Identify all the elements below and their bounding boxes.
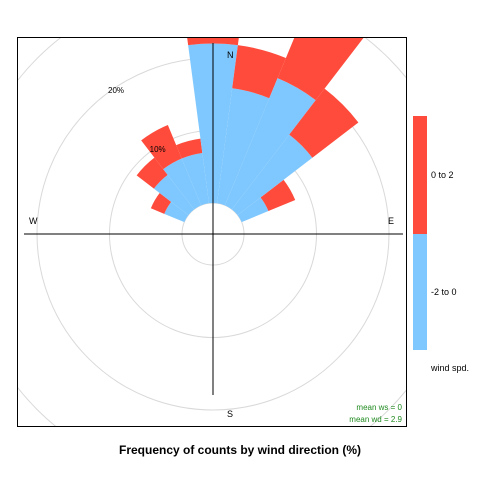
rose-segment	[260, 179, 296, 212]
direction-label: S	[227, 409, 233, 419]
rose-segment	[136, 157, 168, 189]
rose-segment	[237, 197, 269, 223]
rose-segment	[232, 45, 286, 99]
rose-segment	[150, 193, 172, 214]
rose-segment	[217, 88, 270, 206]
rose-segment	[224, 78, 316, 210]
chart-title: Frequency of counts by wind direction (%…	[118, 443, 361, 457]
direction-label: E	[388, 216, 394, 226]
rose-segment	[277, 38, 364, 101]
stat-mean-ws: mean ws = 0	[356, 403, 402, 412]
legend-label-minus2-to-0: -2 to 0	[431, 287, 457, 297]
rose-segment	[164, 201, 189, 223]
radial-tick-label: 10%	[150, 145, 166, 154]
legend-swatch-0-to-2	[413, 116, 427, 234]
legend-label-0-to-2: 0 to 2	[431, 170, 454, 180]
rose-segment	[153, 174, 195, 216]
legend-swatch-minus2-to-0	[413, 234, 427, 350]
rose-segment	[181, 152, 209, 206]
rose-segment	[176, 138, 203, 159]
rose-segment	[141, 124, 182, 170]
stat-mean-wd: mean wd = 2.9	[349, 415, 402, 424]
rose-segment	[289, 88, 359, 158]
legend-title: wind spd.	[431, 363, 470, 373]
direction-label: W	[29, 216, 38, 226]
radial-tick-label: 20%	[108, 86, 124, 95]
direction-label: N	[227, 50, 234, 60]
rose-segment	[231, 134, 313, 216]
rose-segment	[187, 38, 239, 46]
rose-segment	[163, 158, 202, 210]
